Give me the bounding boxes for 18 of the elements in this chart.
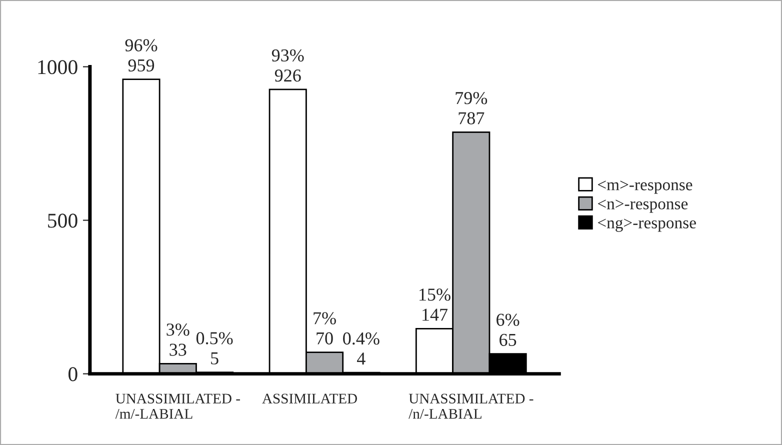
legend-label: <ng>-response: [598, 218, 696, 232]
y-tick-label: 0: [68, 367, 78, 382]
x-tick-label: UNASSIMILATED - /m/-LABIAL: [115, 394, 240, 419]
data-label: 7% 70: [314, 312, 336, 344]
x-tick-label: UNASSIMILATED - /n/-LABIAL: [408, 394, 534, 419]
data-label: 6% 65: [496, 314, 520, 346]
data-label: 96% 959: [125, 39, 158, 72]
y-tick-label: 1000: [38, 60, 78, 74]
data-label: 79% 787: [456, 92, 488, 124]
data-label: 93% 926: [272, 49, 304, 82]
data-label: 15% 147: [420, 288, 450, 321]
x-tick-label: ASSIMILATED: [262, 394, 357, 404]
data-label: 0.5% 5: [196, 332, 233, 364]
y-tick-label: 500: [48, 214, 78, 228]
legend-label: <n>-response: [598, 200, 688, 213]
data-label: 3% 33: [166, 324, 190, 356]
legend-label: <m>-response: [598, 180, 692, 194]
data-label: 0.4% 4: [343, 332, 380, 365]
